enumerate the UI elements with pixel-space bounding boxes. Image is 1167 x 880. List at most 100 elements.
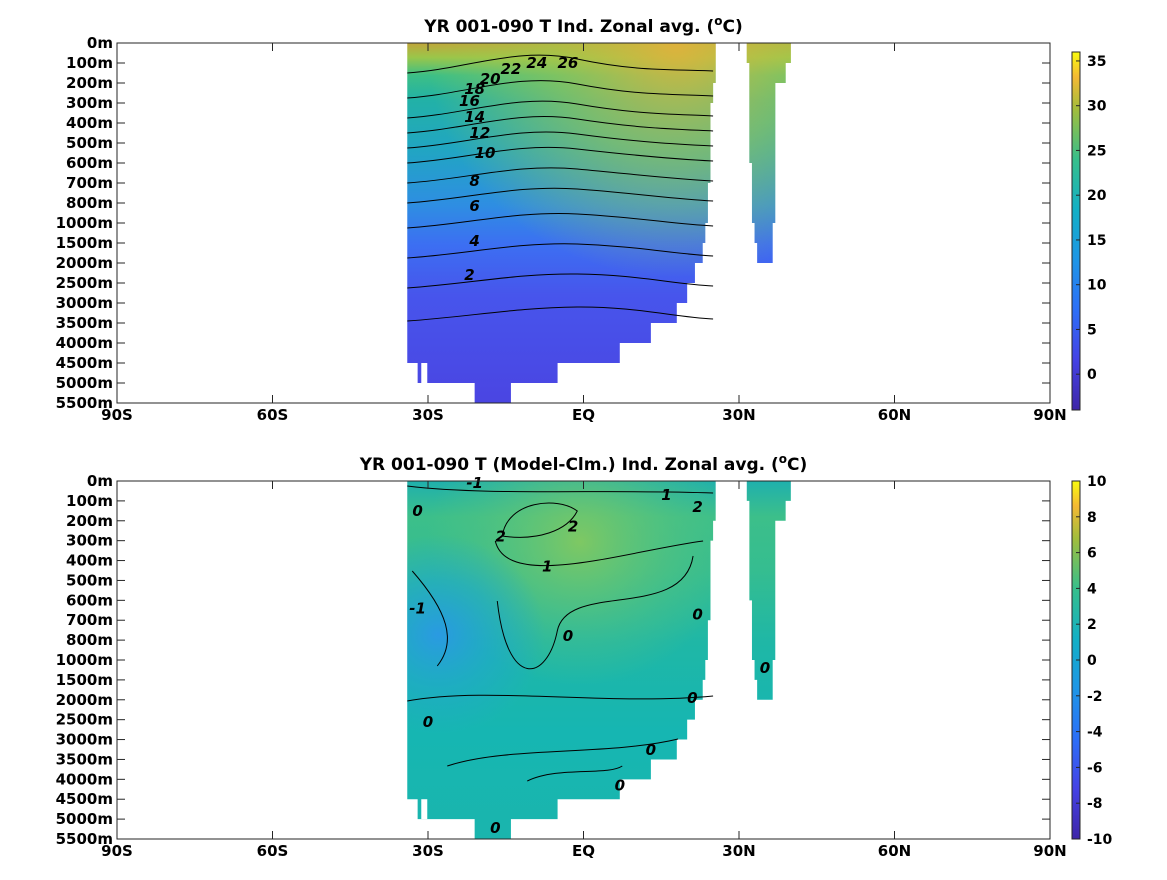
bottom-contour-label: 0 [412,502,422,520]
bottom-xtick-label: 30N [722,842,755,860]
bottom-ytick-label: 4000m [56,770,113,788]
bottom-xtick-label: 60S [257,842,289,860]
top-colorbar-label: 15 [1087,233,1106,249]
bottom-isoline [447,738,679,767]
top-contour-label: 12 [469,124,490,142]
top-ytick-label: 2000m [56,254,113,272]
bottom-xtick-label: 30S [412,842,444,860]
bottom-ytick-label: 800m [66,631,113,649]
bottom-colorbar-label: 4 [1087,581,1097,597]
bottom-contours [407,485,714,782]
bottom-contour-label: 2 [568,518,578,536]
bottom-colorbar-label: 8 [1087,510,1097,526]
top-colorbar-label: 20 [1087,188,1107,204]
bottom-colorbar-label: -4 [1087,725,1103,741]
top-colorbar-label: 25 [1087,143,1106,159]
bottom-colorbar-label: 0 [1087,653,1097,669]
top-isoline [407,273,714,289]
bottom-colorbar-label: 6 [1087,546,1097,562]
top-contour-label: 10 [475,144,496,162]
bottom-contour-label: 2 [495,528,505,546]
bottom-ytick-label: 1500m [56,671,113,689]
bottom-contour-label: 0 [687,689,697,707]
bottom-ytick-label: 5500m [56,830,113,848]
bottom-contour-label: 0 [563,627,573,645]
top-colorbar-label: 30 [1087,99,1107,115]
bottom-ytick-label: 3500m [56,750,113,768]
top-isoline [407,116,714,134]
bottom-xtick-label: 60N [878,842,911,860]
bottom-ytick-label: 100m [66,492,113,510]
top-colorbar-label: 10 [1087,278,1107,294]
bottom-colorbar-label: -6 [1087,760,1103,776]
bottom-xtick-label: 90S [101,842,133,860]
top-ytick-label: 700m [66,174,113,192]
bottom-isoline [494,540,704,567]
bottom-colorbar-label: -8 [1087,796,1103,812]
bottom-contour-label: 2 [692,498,702,516]
top-ytick-label: 5000m [56,374,113,392]
bottom-contour-label: 0 [423,713,433,731]
top-ytick-label: 2500m [56,274,113,292]
bottom-ytick-label: 400m [66,552,113,570]
bottom-colorbar-label: 10 [1087,474,1107,490]
top-ytick-label: 100m [66,54,113,72]
top-ytick-label: 600m [66,154,113,172]
top-colorbar [1071,51,1081,411]
bottom-contour-label: 0 [615,776,625,794]
top-xtick-label: 30S [412,406,444,424]
top-isoline [407,213,714,229]
top-contour-label: 8 [469,172,479,190]
bottom-contour-label: 1 [542,558,552,576]
top-land-gap [421,363,428,383]
top-isoline [407,306,714,322]
top-ytick-label: 5500m [56,394,113,412]
top-panel: YR 001-090 T Ind. Zonal avg. (oC)2624222… [56,14,1107,424]
top-contour-label: 26 [558,54,579,72]
top-contour-label: 14 [464,108,485,126]
top-ocean-field [407,43,791,403]
top-ytick-label: 4000m [56,334,113,352]
bottom-ytick-label: 300m [66,532,113,550]
top-contour-label: 6 [469,197,479,215]
bottom-colorbar-label: -2 [1087,689,1103,705]
bottom-isoline [527,765,623,782]
top-contour-label: 16 [459,92,480,110]
bottom-colorbar-label: 2 [1087,617,1097,633]
top-isoline [407,100,714,119]
bottom-isoline [407,485,714,494]
top-colorbar-label: 0 [1087,367,1097,383]
top-ytick-label: 3000m [56,294,113,312]
top-ytick-label: 200m [66,74,113,92]
bottom-ytick-label: 500m [66,571,113,589]
top-ytick-label: 800m [66,194,113,212]
top-contours [407,54,714,322]
bottom-isoline [501,502,578,538]
top-xtick-label: 60S [257,406,289,424]
bottom-ytick-label: 2000m [56,691,113,709]
top-xtick-label: 90N [1033,406,1066,424]
top-isoline [407,146,714,164]
bottom-contour-label: 0 [692,605,702,623]
bottom-xtick-label: EQ [572,842,595,860]
bottom-contour-label: 1 [661,486,671,504]
bottom-xtick-label: 90N [1033,842,1066,860]
top-xtick-label: 30N [722,406,755,424]
bottom-ytick-label: 2500m [56,711,113,729]
bottom-ytick-label: 700m [66,611,113,629]
top-colorbar-label: 5 [1087,322,1097,338]
bottom-contour-label: 0 [646,741,656,759]
bottom-ytick-label: 5000m [56,810,113,828]
top-ytick-label: 300m [66,94,113,112]
top-ytick-label: 400m [66,114,113,132]
top-xtick-label: 90S [101,406,133,424]
top-ytick-label: 500m [66,134,113,152]
bottom-isoline [407,694,714,702]
bottom-isoline [496,555,694,670]
bottom-colorbar-label: -10 [1087,832,1113,848]
bottom-ytick-label: 1000m [56,651,113,669]
bottom-ytick-label: 200m [66,512,113,530]
top-ytick-label: 1000m [56,214,113,232]
top-isoline [407,187,714,204]
